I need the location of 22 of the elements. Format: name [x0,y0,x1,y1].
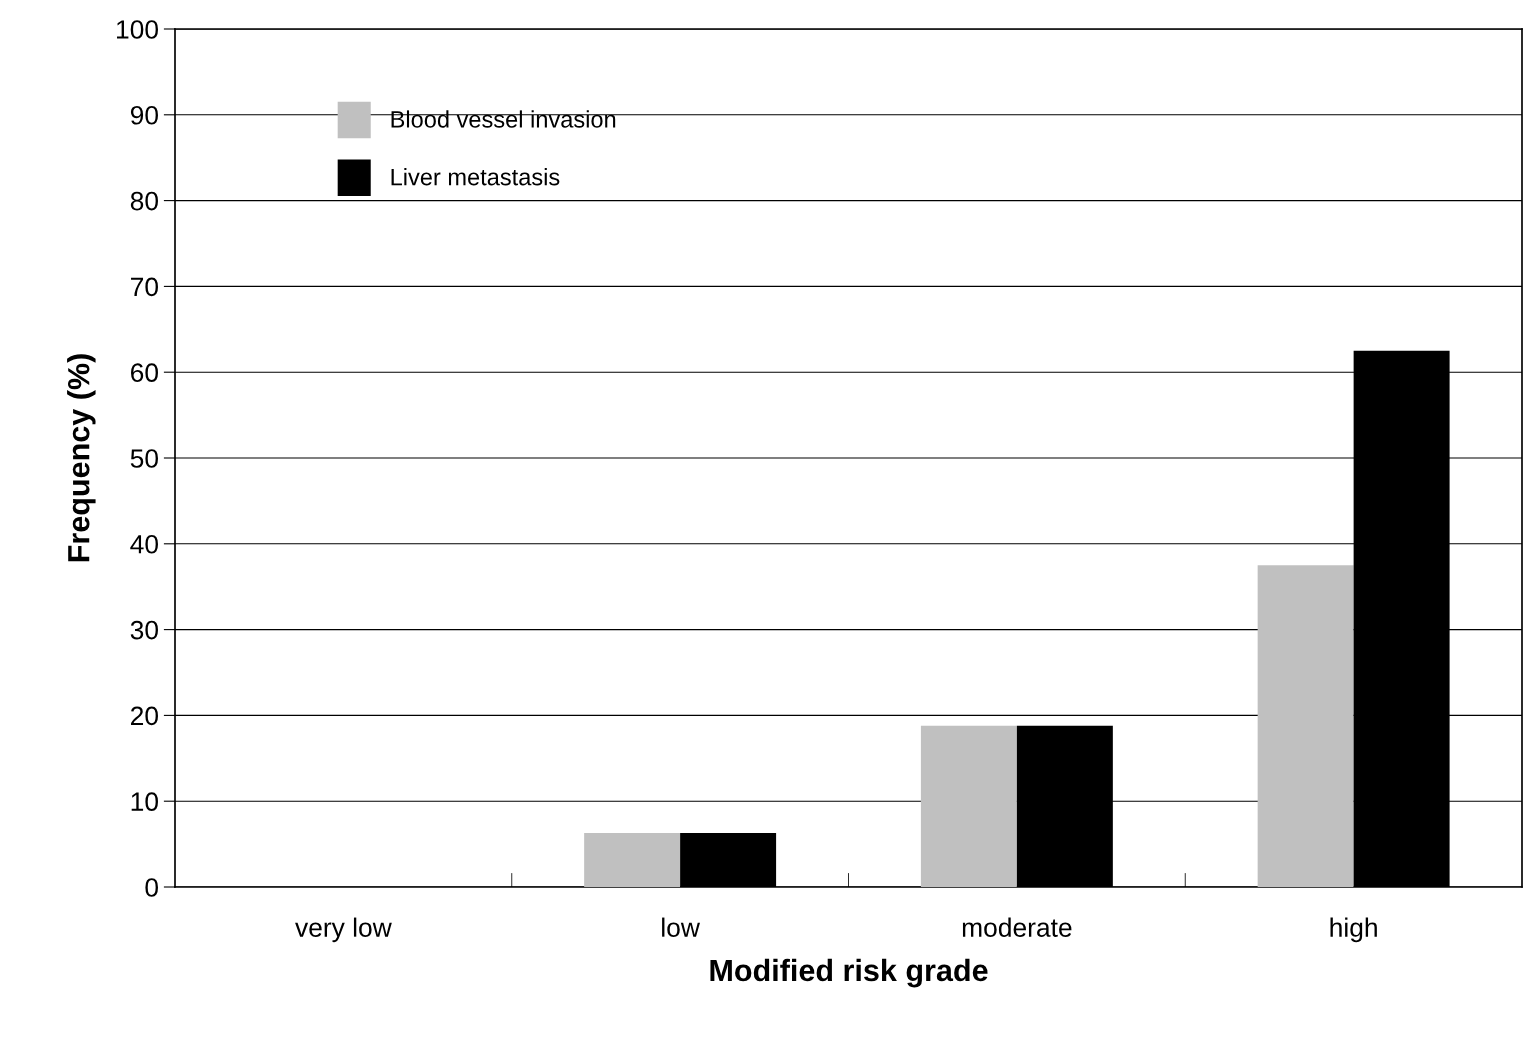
x-tick-label: low [662,917,700,937]
y-tick-label: 20 [131,706,158,726]
y-tick-label: 30 [130,620,158,640]
y-tick-label: 100 [117,20,158,39]
bar [584,832,681,887]
x-axis-title: Modified risk grade [710,958,988,988]
legend-label: Liver metastasis [391,168,560,186]
y-tick-label: 80 [130,191,158,211]
y-tick-label: 60 [131,363,158,383]
y-tick-label: 50 [130,449,158,468]
y-tick-label: 10 [131,792,158,812]
y-tick-label: 90 [130,105,158,125]
x-tick-label: moderate [962,917,1072,937]
y-axis-title: Frequency (%) [67,354,96,562]
y-tick-label: 0 [145,878,158,897]
y-tick-label: 40 [130,534,158,554]
x-tick-label: high [1330,917,1377,943]
bar [1257,565,1354,887]
bar [920,725,1017,887]
legend-label: Blood vessel invasion [391,110,616,128]
y-tick-label: 70 [131,277,158,297]
x-tick-label: very low [295,917,392,943]
